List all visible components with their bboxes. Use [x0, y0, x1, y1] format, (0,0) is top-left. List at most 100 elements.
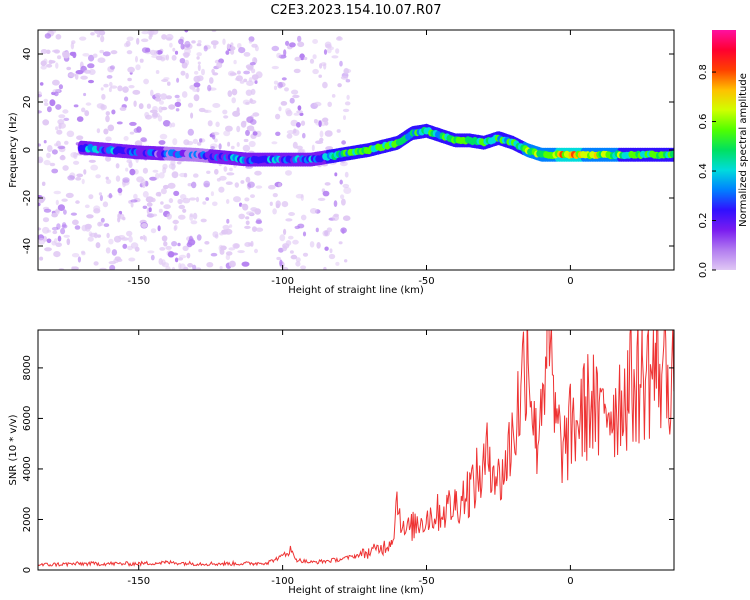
- noise-speckle: [196, 234, 202, 241]
- noise-speckle: [108, 261, 117, 265]
- noise-speckle: [141, 38, 149, 43]
- noise-speckle: [105, 115, 110, 123]
- noise-speckle: [162, 184, 169, 190]
- noise-speckle: [232, 110, 241, 117]
- noise-speckle: [275, 131, 281, 136]
- noise-speckle: [340, 227, 347, 234]
- noise-speckle: [108, 192, 113, 199]
- noise-speckle: [49, 162, 56, 167]
- noise-speckle: [196, 56, 200, 60]
- noise-speckle: [40, 49, 48, 54]
- noise-speckle: [218, 143, 222, 150]
- noise-speckle: [273, 85, 278, 91]
- noise-speckle: [255, 227, 264, 232]
- noise-speckle: [157, 115, 163, 122]
- noise-speckle: [285, 170, 292, 176]
- noise-speckle: [61, 224, 68, 229]
- noise-speckle: [143, 235, 148, 242]
- noise-speckle: [239, 202, 243, 207]
- noise-speckle: [243, 52, 251, 57]
- noise-speckle: [46, 238, 52, 244]
- noise-speckle: [271, 141, 278, 145]
- snr-y-tick-label: 2000: [22, 507, 33, 532]
- noise-speckle: [171, 54, 177, 61]
- spectrogram-y-tick-label: -20: [22, 190, 33, 206]
- noise-speckle: [345, 79, 351, 83]
- noise-speckle: [129, 131, 135, 135]
- noise-speckle: [183, 139, 190, 146]
- noise-speckle: [51, 212, 58, 218]
- noise-speckle: [140, 178, 146, 186]
- noise-speckle: [193, 82, 201, 88]
- noise-speckle: [135, 64, 141, 71]
- noise-speckle: [174, 224, 178, 231]
- noise-speckle: [99, 49, 104, 54]
- noise-speckle: [190, 112, 194, 119]
- noise-speckle: [324, 182, 331, 186]
- spectrogram-marks: [38, 30, 674, 270]
- noise-speckle: [55, 126, 59, 131]
- noise-speckle: [129, 121, 137, 126]
- noise-speckle: [44, 33, 52, 39]
- noise-speckle: [209, 77, 214, 84]
- noise-speckle: [285, 218, 293, 222]
- noise-speckle: [189, 213, 194, 218]
- noise-speckle: [151, 112, 158, 119]
- noise-speckle: [117, 213, 121, 219]
- noise-speckle: [226, 218, 230, 224]
- noise-speckle: [58, 84, 64, 90]
- noise-speckle: [149, 176, 158, 181]
- noise-speckle: [62, 51, 70, 59]
- noise-speckle: [191, 181, 197, 189]
- noise-speckle: [229, 72, 237, 76]
- noise-speckle: [114, 256, 122, 261]
- noise-speckle: [55, 199, 59, 206]
- noise-speckle: [297, 105, 302, 111]
- noise-speckle: [225, 181, 233, 185]
- noise-speckle: [246, 80, 254, 86]
- noise-speckle: [204, 241, 210, 245]
- noise-speckle: [210, 191, 214, 197]
- noise-speckle: [81, 178, 85, 185]
- spectrogram-x-ticks: -150 -100 -50 0: [127, 30, 574, 287]
- noise-speckle: [54, 209, 60, 213]
- noise-speckle: [189, 235, 193, 242]
- noise-speckle: [129, 168, 136, 176]
- noise-speckle: [83, 169, 87, 175]
- noise-speckle: [196, 52, 202, 57]
- noise-speckle: [248, 40, 253, 44]
- noise-speckle: [88, 69, 96, 75]
- noise-speckle: [245, 64, 254, 70]
- noise-speckle: [234, 77, 240, 81]
- noise-speckle: [324, 246, 329, 251]
- colorbar-tick-label: 0.0: [698, 262, 709, 278]
- noise-speckle: [50, 30, 57, 34]
- noise-speckle: [159, 100, 164, 105]
- noise-speckle: [249, 62, 256, 66]
- noise-speckle: [245, 176, 251, 183]
- noise-speckle: [278, 106, 282, 112]
- noise-speckle: [74, 73, 79, 80]
- noise-speckle: [72, 219, 79, 226]
- noise-speckle: [224, 228, 233, 235]
- noise-speckle: [210, 252, 218, 257]
- noise-speckle: [281, 77, 287, 81]
- noise-speckle: [193, 94, 200, 102]
- noise-speckle: [167, 251, 175, 258]
- noise-speckle: [219, 266, 223, 270]
- noise-speckle: [233, 196, 241, 203]
- noise-speckle: [154, 50, 158, 56]
- noise-speckle: [141, 223, 148, 228]
- figure-title: C2E3.2023.154.10.07.R07: [270, 3, 441, 18]
- noise-speckle: [167, 81, 171, 86]
- noise-speckle: [315, 140, 324, 144]
- noise-speckle: [155, 70, 160, 74]
- noise-speckle: [230, 49, 235, 55]
- noise-speckle: [343, 115, 346, 120]
- noise-speckle: [295, 261, 301, 267]
- noise-speckle: [63, 117, 70, 121]
- noise-speckle: [146, 202, 153, 207]
- noise-speckle: [272, 208, 277, 215]
- noise-speckle: [111, 249, 118, 256]
- noise-speckle: [245, 129, 250, 136]
